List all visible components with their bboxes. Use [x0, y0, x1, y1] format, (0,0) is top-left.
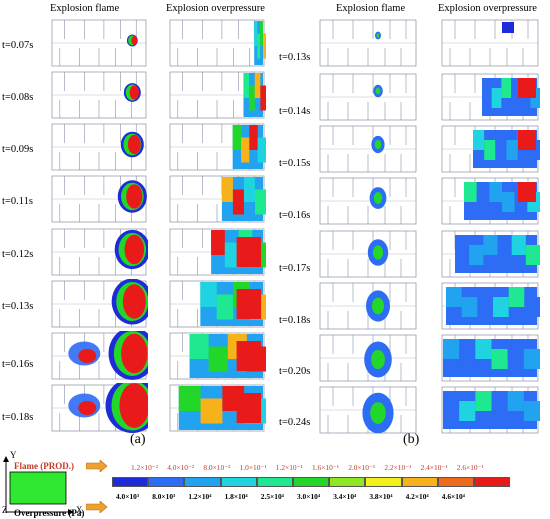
pressure-arrow-icon	[86, 501, 108, 513]
flame-scale-value: 2.2×10⁻¹	[384, 463, 412, 472]
time-label-b: t=0.24s	[279, 417, 311, 428]
overpressure-contour-panel-a	[168, 227, 266, 277]
time-label-a: t=0.07s	[2, 40, 34, 51]
pressure-scale-value: 1.8×10⁴	[224, 492, 248, 501]
flame-contour-panel-a	[50, 70, 148, 120]
time-label-a: t=0.16s	[2, 359, 34, 370]
overpressure-contour-panel-b	[440, 124, 540, 174]
flame-contour-panel-a	[50, 174, 148, 224]
time-label-a: t=0.09s	[2, 144, 34, 155]
flame-scale-value: 2.6×10⁻¹	[456, 463, 484, 472]
pressure-scale-value: 3.4×10⁴	[333, 492, 357, 501]
flame-contour-panel-b	[318, 18, 418, 68]
flame-contour-panel-a	[50, 227, 148, 277]
pressure-scale-value: 8.0×10³	[152, 492, 176, 501]
color-swatch	[220, 477, 257, 487]
overpressure-contour-panel-b	[440, 176, 540, 226]
color-swatch	[329, 477, 366, 487]
flame-scale-value: 2.0×10⁻¹	[348, 463, 376, 472]
flame-scale-value: 1.6×10⁻¹	[312, 463, 339, 472]
flame-scale-value: 1.2×10⁻¹	[275, 463, 303, 472]
flame-scale-value: 1.0×10⁻¹	[239, 463, 267, 472]
flame-scale-value: 1.2×10⁻²	[131, 463, 158, 472]
time-label-b: t=0.15s	[279, 158, 311, 169]
pressure-scale-value: 4.0×10³	[116, 492, 140, 501]
flame-arrow-icon	[86, 460, 108, 472]
flame-contour-panel-a	[50, 279, 148, 329]
overpressure-legend-title: Overpressure (Pa)	[14, 508, 85, 518]
time-label-a: t=0.11s	[2, 196, 33, 207]
axis-indicator	[3, 456, 74, 515]
time-label-b: t=0.17s	[279, 263, 311, 274]
time-label-b: t=0.18s	[279, 315, 311, 326]
overpressure-contour-panel-a	[168, 122, 266, 172]
flame-scale-value: 8.0×10⁻²	[203, 463, 231, 472]
overpressure-contour-panel-a	[168, 331, 266, 381]
flame-scale-value: 2.4×10⁻¹	[420, 463, 448, 472]
flame-contour-panel-b	[318, 124, 418, 174]
time-label-a: t=0.13s	[2, 301, 34, 312]
pressure-scale-value: 1.2×10⁴	[188, 492, 212, 501]
overpressure-contour-panel-a	[168, 279, 266, 329]
color-swatch	[474, 477, 511, 487]
color-swatch	[256, 477, 293, 487]
flame-contour-panel-a	[50, 383, 148, 433]
pressure-scale-value: 2.5×10⁴	[260, 492, 284, 501]
overpressure-contour-panel-a	[168, 174, 266, 224]
color-swatch	[148, 477, 185, 487]
flame-contour-panel-b	[318, 281, 418, 331]
color-swatch	[401, 477, 438, 487]
overpressure-contour-panel-a	[168, 18, 266, 68]
header-b-flame: Explosion flame	[336, 3, 406, 14]
time-label-b: t=0.14s	[279, 106, 311, 117]
panel-a-label: (a)	[130, 432, 146, 447]
flame-contour-panel-a	[50, 331, 148, 381]
pressure-scale-value: 3.0×10⁴	[297, 492, 321, 501]
header-a-flame: Explosion flame	[50, 3, 120, 14]
axis-x-label: X	[76, 505, 83, 515]
color-swatch	[365, 477, 402, 487]
time-label-a: t=0.08s	[2, 92, 34, 103]
pressure-scale-value: 4.2×10⁴	[405, 492, 429, 501]
color-swatch	[112, 477, 149, 487]
color-swatch	[184, 477, 221, 487]
overpressure-contour-panel-a	[168, 383, 266, 433]
overpressure-contour-panel-b	[440, 229, 540, 279]
flame-contour-panel-b	[318, 229, 418, 279]
header-a-overpressure: Explosion overpressure	[166, 3, 265, 14]
axis-y-label: Y	[10, 450, 17, 460]
time-label-a: t=0.18s	[2, 412, 34, 423]
axis-z-label: Z	[2, 505, 8, 515]
flame-contour-panel-a	[50, 18, 148, 68]
overpressure-contour-panel-b	[440, 18, 540, 68]
overpressure-contour-panel-b	[440, 281, 540, 331]
time-label-b: t=0.20s	[279, 366, 311, 377]
time-label-b: t=0.13s	[279, 52, 311, 63]
panel-b-label: (b)	[403, 432, 420, 447]
overpressure-contour-panel-b	[440, 72, 540, 122]
time-label-b: t=0.16s	[279, 210, 311, 221]
header-b-overpressure: Explosion overpressure	[438, 3, 537, 14]
flame-contour-panel-b	[318, 385, 418, 435]
overpressure-contour-panel-b	[440, 385, 540, 435]
flame-legend-title: Flame (PROD.)	[14, 461, 74, 471]
flame-scale-value: 4.0×10⁻²	[167, 463, 195, 472]
flame-contour-panel-b	[318, 72, 418, 122]
overpressure-contour-panel-a	[168, 70, 266, 120]
flame-contour-panel-b	[318, 333, 418, 383]
color-swatch	[437, 477, 474, 487]
overpressure-contour-panel-b	[440, 333, 540, 383]
pressure-scale-value: 4.6×10⁴	[441, 492, 465, 501]
pressure-scale-value: 3.8×10⁴	[369, 492, 393, 501]
flame-contour-panel-a	[50, 122, 148, 172]
flame-contour-panel-b	[318, 176, 418, 226]
time-label-a: t=0.12s	[2, 249, 34, 260]
color-swatch	[293, 477, 330, 487]
